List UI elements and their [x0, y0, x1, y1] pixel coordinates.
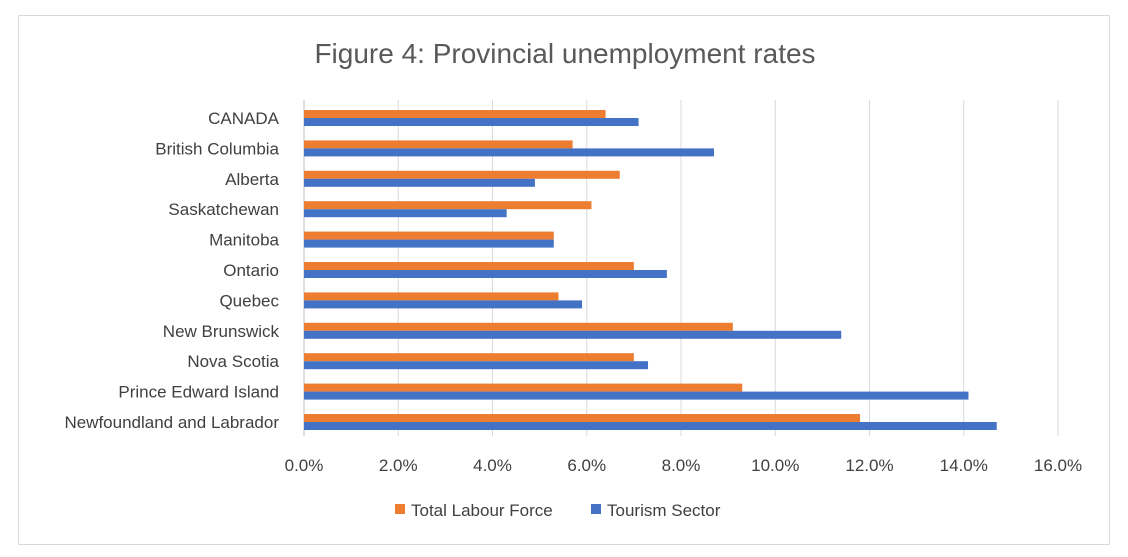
bar-tourism-sector: [304, 422, 997, 430]
category-label: CANADA: [208, 109, 280, 128]
bar-tourism-sector: [304, 330, 842, 339]
x-tick-label: 6.0%: [567, 456, 606, 475]
category-label: Manitoba: [209, 231, 279, 250]
x-tick-label: 10.0%: [751, 456, 799, 475]
bars: [304, 110, 997, 430]
x-tick-label: 14.0%: [940, 456, 988, 475]
category-labels: CANADA British Columbia Alberta Saskatchewa…: [64, 109, 279, 432]
bar-total-labour-force: [304, 322, 733, 331]
category-label: British Columbia: [155, 139, 279, 158]
bar-total-labour-force: [304, 231, 554, 240]
category-label: New Brunswick: [163, 322, 280, 341]
bar-tourism-sector: [304, 178, 535, 187]
bar-tourism-sector: [304, 361, 649, 370]
bar-total-labour-force: [304, 383, 743, 392]
bar-tourism-sector: [304, 118, 639, 126]
x-tick-label: 2.0%: [379, 456, 418, 475]
bar-tourism-sector: [304, 239, 554, 248]
category-label: Quebec: [219, 291, 279, 310]
x-tick-label: 8.0%: [662, 456, 701, 475]
bar-total-labour-force: [304, 170, 620, 179]
bar-tourism-sector: [304, 270, 667, 278]
legend-swatch: [395, 504, 405, 514]
legend-label: Total Labour Force: [411, 501, 553, 520]
category-label: Saskatchewan: [168, 200, 279, 219]
bar-total-labour-force: [304, 110, 606, 118]
bar-tourism-sector: [304, 300, 583, 309]
bar-total-labour-force: [304, 414, 861, 422]
bar-tourism-sector: [304, 148, 714, 157]
bar-total-labour-force: [304, 262, 634, 270]
bar-total-labour-force: [304, 353, 634, 362]
x-axis-ticks: 0.0% 2.0% 4.0% 6.0% 8.0% 10.0% 12.0% 14.0% 16.0%: [285, 456, 1082, 475]
x-tick-label: 4.0%: [473, 456, 512, 475]
bar-tourism-sector: [304, 391, 969, 400]
category-label: Newfoundland and Labrador: [64, 413, 279, 432]
x-tick-label: 12.0%: [845, 456, 893, 475]
x-tick-label: 0.0%: [285, 456, 324, 475]
bar-total-labour-force: [304, 292, 559, 301]
bar-total-labour-force: [304, 140, 573, 149]
chart-area: [18, 15, 1110, 545]
x-tick-label: 16.0%: [1034, 456, 1082, 475]
legend-swatch: [591, 504, 601, 514]
category-label: Nova Scotia: [187, 352, 279, 371]
legend: Total Labour Force Tourism Sector: [395, 501, 721, 520]
legend-label: Tourism Sector: [607, 501, 721, 520]
bar-total-labour-force: [304, 201, 592, 210]
bar-tourism-sector: [304, 209, 507, 218]
category-label: Prince Edward Island: [118, 383, 279, 402]
category-label: Alberta: [225, 170, 279, 189]
chart-title: Figure 4: Provincial unemployment rates: [314, 38, 815, 69]
category-label: Ontario: [223, 261, 279, 280]
